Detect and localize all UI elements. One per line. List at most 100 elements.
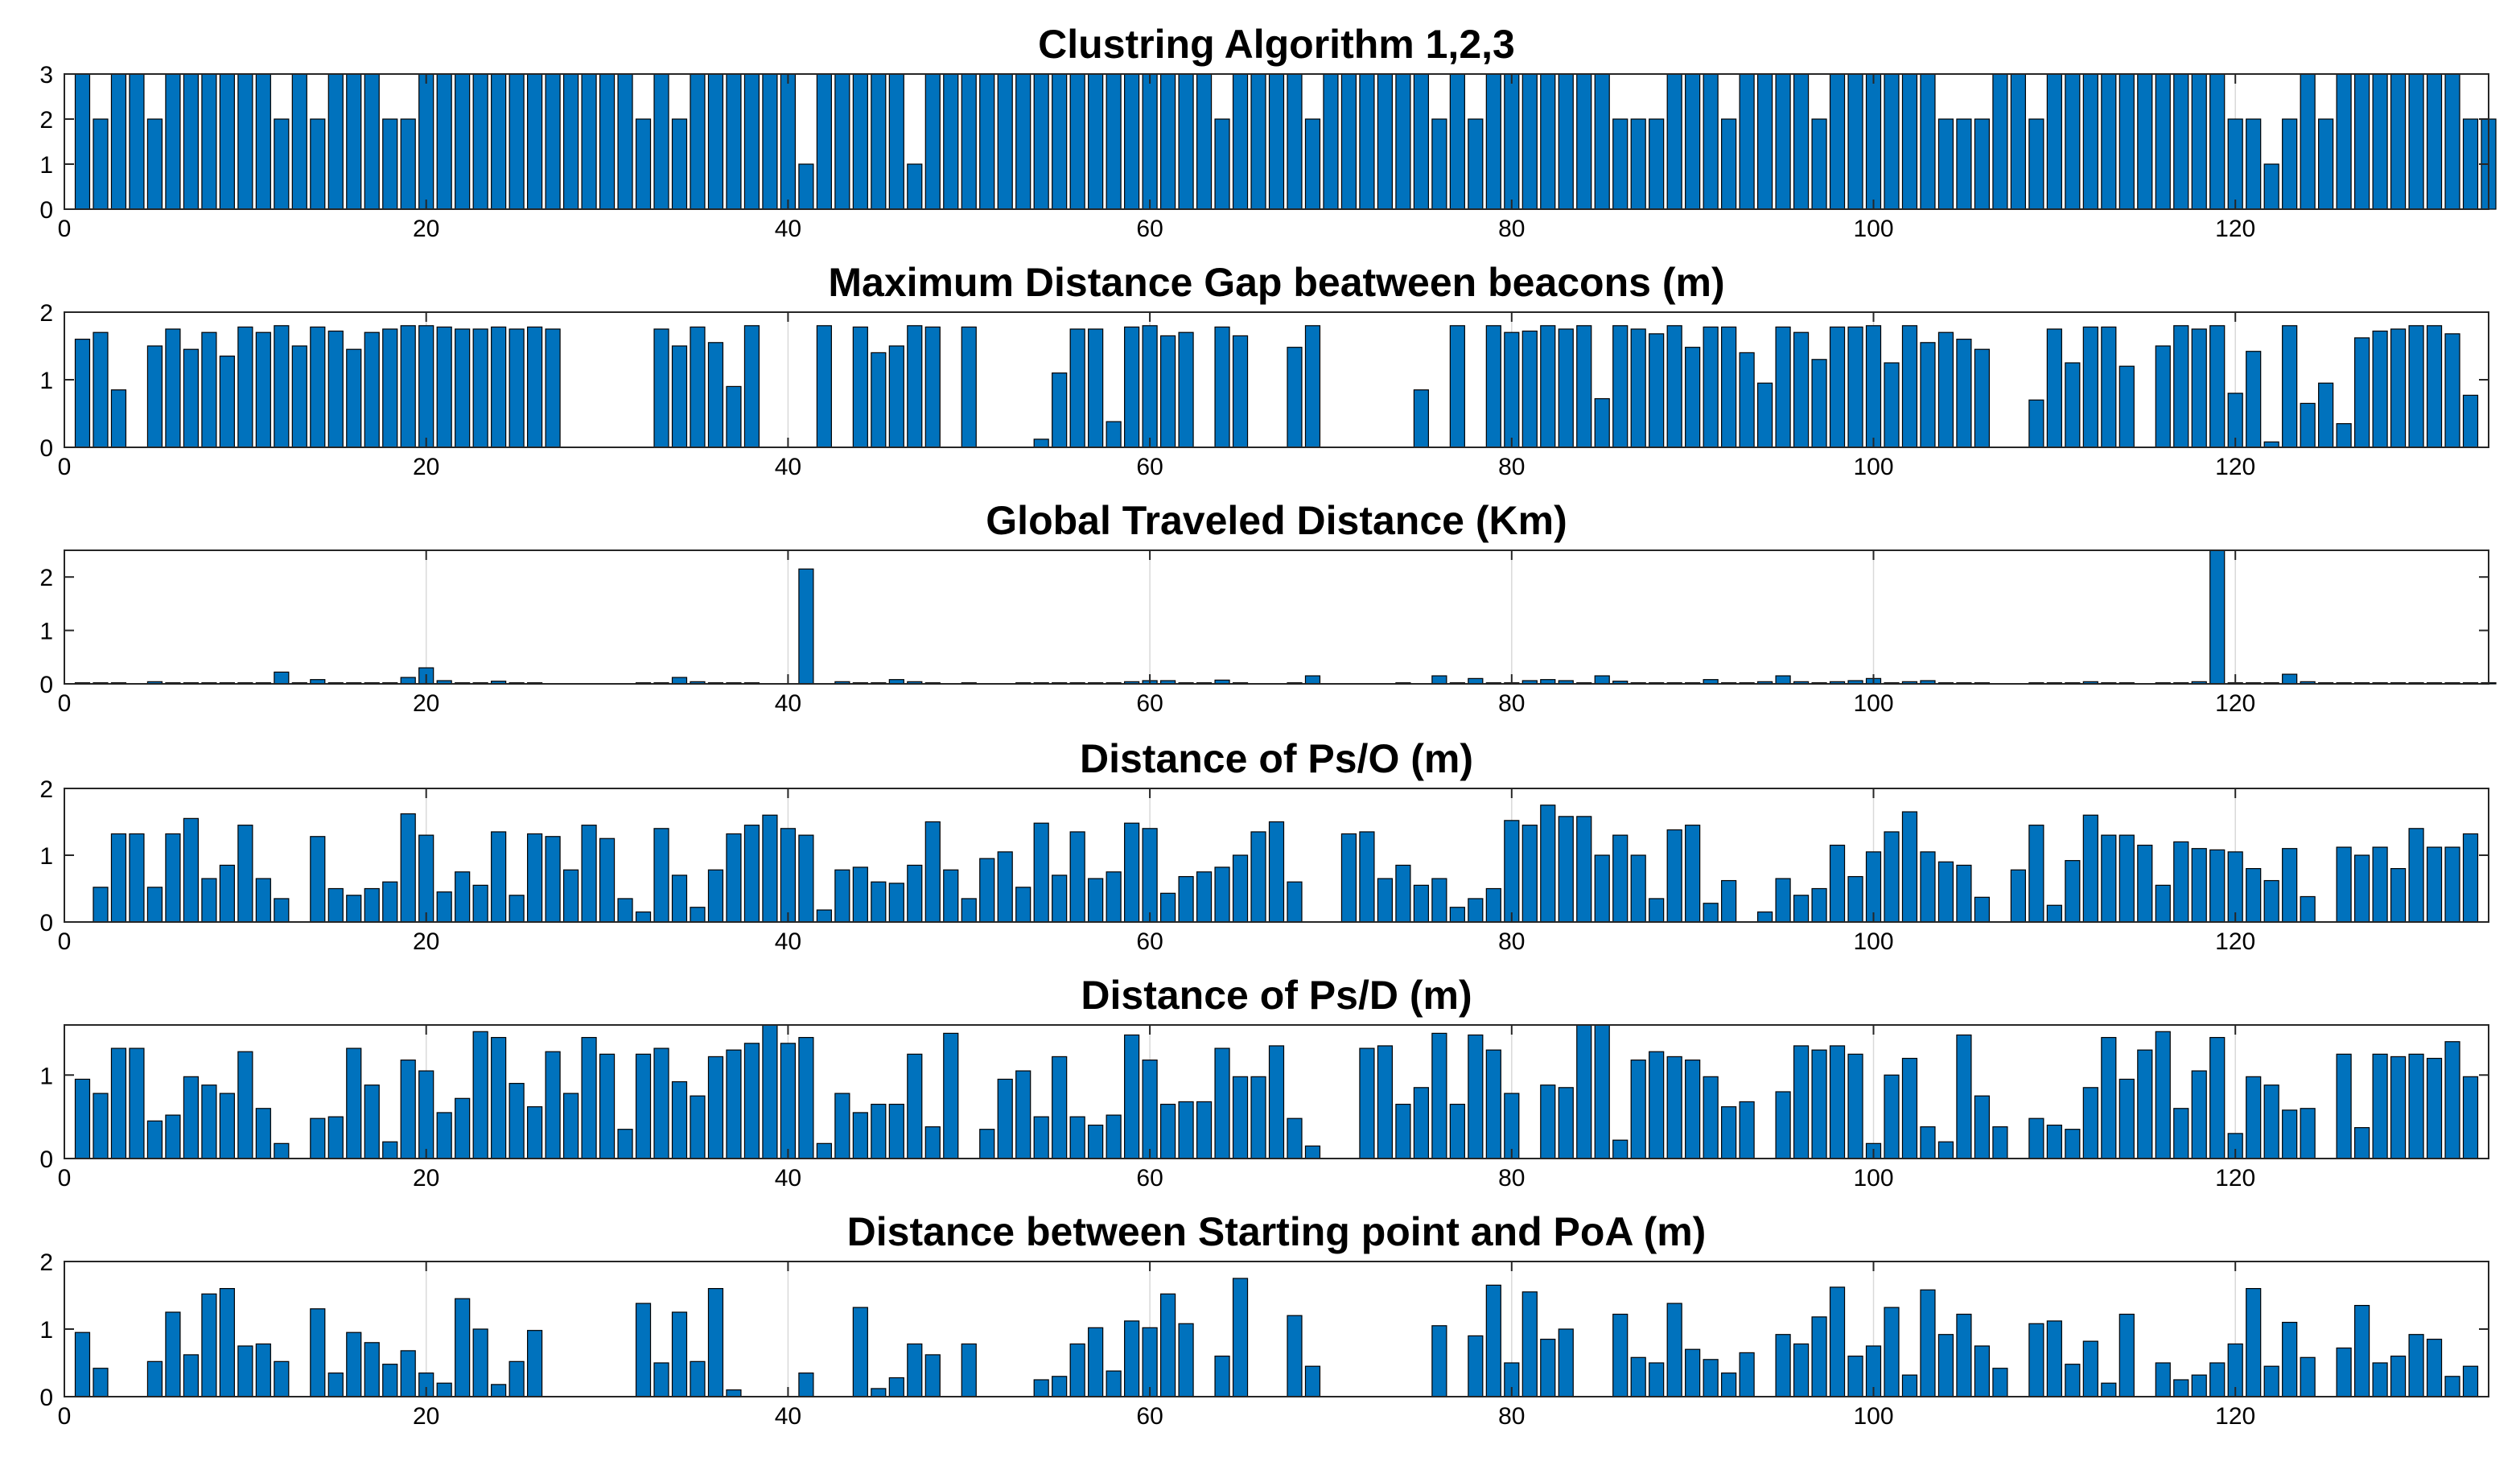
bar [1232,1076,1249,1159]
bar [201,878,217,923]
bar [1739,73,1755,210]
bar [888,1377,904,1397]
bar [1540,325,1556,448]
bar [1847,326,1863,448]
bar [1649,333,1665,448]
bar [2101,1036,2117,1159]
y-tick-label: 3 [39,62,53,88]
bar [129,73,145,210]
bar [310,1308,326,1397]
bar [671,875,688,923]
bar [1775,326,1791,448]
bar [2119,1313,2135,1397]
subplot-6: 0 20 40 60 80 100 120 0 1 2 Distance between Start… [39,1209,2489,1430]
bar [1377,73,1394,210]
bar [491,326,507,448]
bar [1865,851,1882,923]
bar [2028,825,2044,923]
bar [2263,441,2279,448]
bar [1377,1045,1394,1159]
bar [816,1142,832,1159]
bar [74,73,91,210]
y-tick-label: 1 [39,843,53,870]
bar [1594,397,1610,448]
bar [418,834,434,923]
bar [1413,73,1429,210]
bar [1739,1352,1755,1397]
bar [562,869,579,923]
x-tick-label: 0 [58,690,72,717]
bar [2010,73,2026,210]
bar [364,1085,380,1159]
bar [1956,1313,1972,1397]
bar [2173,325,2189,448]
bar [1468,1335,1484,1397]
bar [1721,1106,1737,1159]
bar [1594,73,1610,210]
bar [274,325,290,448]
bar [2372,330,2388,448]
bar [780,1043,796,1159]
bar [1811,1049,1827,1159]
bar [1594,675,1610,685]
bar [183,73,199,210]
x-tick-label: 60 [1136,1403,1163,1430]
x-tick-label: 20 [413,216,439,242]
bar [1124,822,1140,923]
bar [907,864,923,923]
bar [2209,849,2226,923]
bar [852,1307,868,1397]
bar [472,1328,488,1397]
bar [1884,1074,1900,1159]
subplot-2: 0 20 40 60 80 100 120 0 1 2 Maximum Distance Gap b… [39,260,2489,480]
bar [2282,1109,2298,1159]
bar [146,118,163,210]
bar [346,1331,362,1397]
bar [346,895,362,923]
bar [1232,73,1249,210]
bar [1232,1278,1249,1397]
bar [2426,1338,2443,1397]
bar [1739,1101,1755,1159]
bar [455,328,471,448]
y-tick-label: 0 [39,910,53,936]
bar [707,1287,724,1397]
bar [1974,118,1991,210]
subplot-1: 0 20 40 60 80 100 120 0 1 2 3 Clustring Algorithm 1… [39,22,2497,242]
bar [888,73,904,210]
bar [201,331,217,448]
y-tick-label: 2 [39,107,53,134]
subplot-title: Distance of Ps/O (m) [1080,736,1473,781]
bar [1106,1114,1122,1159]
y-tick-label: 0 [39,197,53,224]
bar [183,348,199,448]
bar [2046,904,2062,923]
bar [165,833,181,923]
bar [2155,1362,2171,1397]
bar [1612,1139,1629,1159]
bar [1576,73,1592,210]
bar [1666,829,1682,923]
bar [2462,833,2479,923]
bar [310,836,326,923]
bar [1884,831,1900,923]
bar [1250,1076,1266,1159]
bar [1612,1313,1629,1397]
bar [1829,73,1846,210]
bar [979,858,995,923]
bar [1287,881,1303,923]
bar [1721,879,1737,923]
bar [635,1053,652,1159]
bar [2263,879,2279,923]
bar [1847,73,1863,210]
bar [2155,884,2171,923]
bar [2046,73,2062,210]
bar [653,828,669,923]
bar [2444,846,2460,923]
bar [1721,326,1737,448]
bar [274,1142,290,1159]
bar [762,814,778,923]
bar [455,1097,471,1159]
subplot-5: 0 20 40 60 80 100 120 0 1 Distance of Ps/D (m) [39,973,2489,1192]
bar [1558,73,1574,210]
